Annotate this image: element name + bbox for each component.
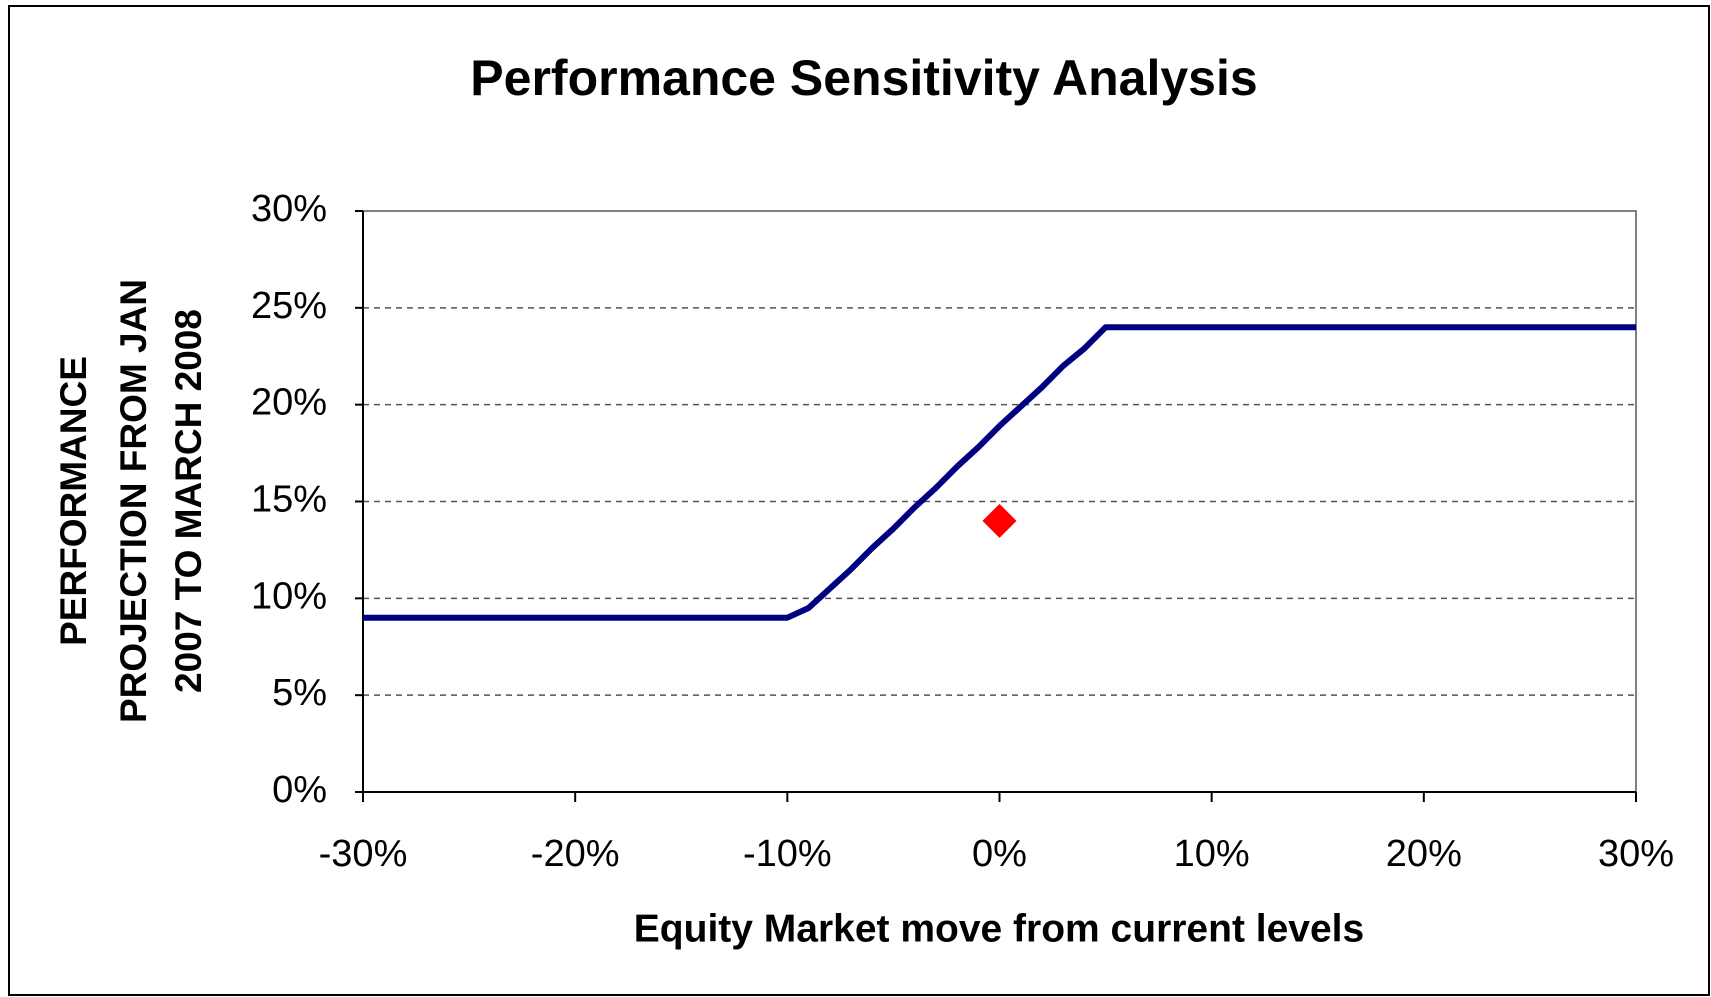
y-tick-label: 5%	[272, 672, 327, 714]
x-tick-label: 30%	[1598, 833, 1674, 875]
x-tick-label: 0%	[972, 833, 1027, 875]
y-tick-label: 0%	[272, 769, 327, 811]
y-axis-label: PERFORMANCE PROJECTION FROM JAN 2007 TO MA…	[53, 279, 209, 723]
y-tick-label: 30%	[251, 188, 327, 230]
marker-point	[982, 503, 1017, 538]
x-tick-label: 20%	[1386, 833, 1462, 875]
chart-title: Performance Sensitivity Analysis	[470, 50, 1257, 106]
y-tick-label: 25%	[251, 285, 327, 327]
y-axis-label-line: 2007 TO MARCH 2008	[168, 309, 209, 693]
line-series	[363, 324, 1636, 621]
x-tick-label: -10%	[743, 833, 832, 875]
x-tick-label: 10%	[1174, 833, 1250, 875]
y-axis-label-line: PROJECTION FROM JAN	[113, 279, 154, 723]
x-tick-label: -20%	[531, 833, 620, 875]
y-tick-label: 10%	[251, 575, 327, 617]
y-tick-label: 15%	[251, 479, 327, 521]
x-axis-label: Equity Market move from current levels	[634, 907, 1364, 950]
x-tick-label: -30%	[319, 833, 408, 875]
y-tick-label: 20%	[251, 382, 327, 424]
y-axis-label-line: PERFORMANCE	[53, 356, 94, 646]
